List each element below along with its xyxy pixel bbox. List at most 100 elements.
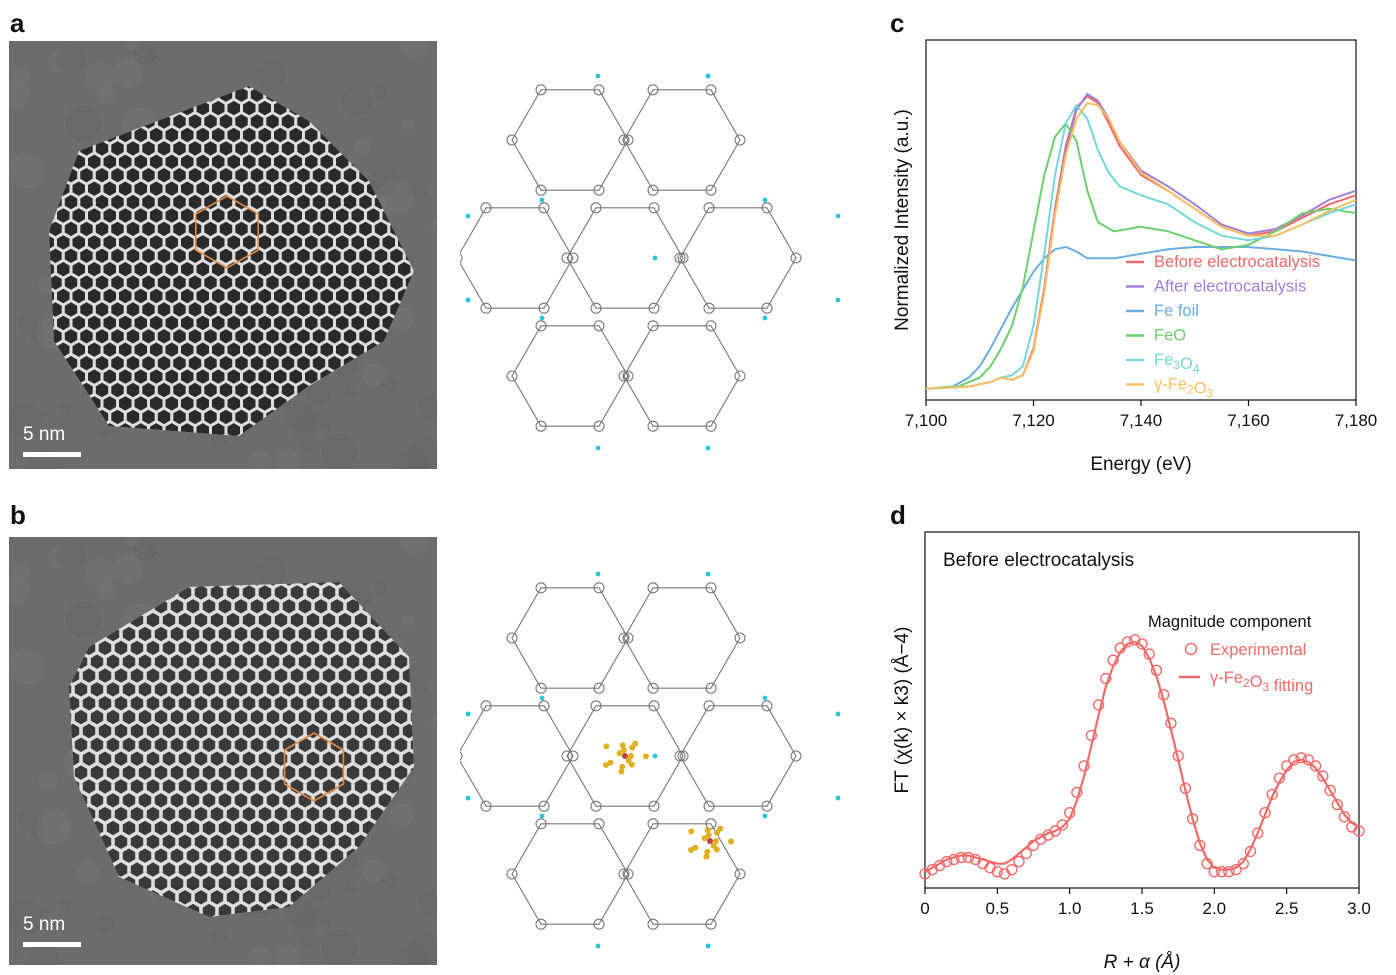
tem-pore xyxy=(234,848,248,863)
metal-node xyxy=(835,213,841,219)
tem-pore xyxy=(234,654,248,669)
tem-pore xyxy=(103,181,116,196)
tem-pore xyxy=(281,275,295,290)
metal-node xyxy=(465,297,471,303)
tem-pore xyxy=(266,114,279,129)
tem-pore xyxy=(242,890,256,905)
tem-pore xyxy=(354,640,368,656)
tem-noise xyxy=(59,403,71,415)
tem-pore xyxy=(386,640,400,656)
tem-pore xyxy=(320,262,333,277)
guest-atom xyxy=(713,838,719,844)
linker-ring xyxy=(535,84,547,96)
tem-pore xyxy=(178,779,192,794)
tem-pore xyxy=(210,862,224,877)
tem-pore xyxy=(258,834,272,849)
tem-pore xyxy=(72,181,85,196)
tem-pore xyxy=(49,221,62,237)
tem-noise xyxy=(430,715,437,727)
experimental-point xyxy=(1353,825,1365,837)
tem-pore xyxy=(330,599,344,614)
tem-pore xyxy=(119,181,132,196)
tem-pore xyxy=(173,275,186,290)
tem-pore xyxy=(111,302,124,317)
linker-ring xyxy=(705,918,717,930)
tem-noise xyxy=(19,311,43,335)
tem-pore xyxy=(274,127,287,143)
guest-atom xyxy=(705,832,712,839)
tem-pore xyxy=(227,208,240,223)
tem-noise xyxy=(9,576,29,606)
tem-pore xyxy=(204,275,217,290)
tem-pore xyxy=(226,890,240,905)
experimental-point xyxy=(1179,782,1192,794)
pore-ring xyxy=(511,325,629,427)
tem-pore xyxy=(146,668,160,683)
tem-pore xyxy=(170,793,184,808)
chart-xanes: 7,100 7,120 7,140 7,160 7,180 Energy (eV) Norm… xyxy=(892,39,1377,475)
metal-node xyxy=(595,445,601,451)
tem-pore xyxy=(312,302,326,317)
tem-pore xyxy=(370,696,384,711)
tem-noise xyxy=(9,899,43,935)
tem-pore xyxy=(306,834,320,849)
tem-pore xyxy=(322,751,336,766)
tem-pore xyxy=(290,612,304,628)
tem-pore xyxy=(80,248,93,263)
tem-pore xyxy=(210,668,224,683)
tem-noise xyxy=(56,44,86,74)
metal-node xyxy=(539,197,545,203)
tem-pore xyxy=(320,342,333,357)
experimental-point xyxy=(1237,857,1249,870)
tem-pore xyxy=(314,626,328,642)
tem-pore xyxy=(88,181,101,196)
tem-pore xyxy=(266,302,279,317)
tem-pore xyxy=(290,723,304,739)
tem-noise xyxy=(19,807,43,831)
tem-pore xyxy=(281,221,295,237)
tem-pore xyxy=(274,696,288,711)
tem-pore xyxy=(298,848,312,863)
tem-pore xyxy=(274,585,288,600)
legend-label: Before electrocatalysis xyxy=(1154,253,1320,271)
tem-pore xyxy=(74,682,88,697)
tem-pore xyxy=(243,369,256,384)
tem-pore xyxy=(281,356,295,371)
x-tick-label: 3.0 xyxy=(1347,899,1371,918)
tem-pore xyxy=(154,765,168,780)
linker-ring xyxy=(480,202,492,214)
tem-pore xyxy=(289,288,302,304)
tem-pore xyxy=(181,154,194,169)
tem-pore xyxy=(266,737,280,752)
tem-pore xyxy=(202,654,216,669)
tem-pore xyxy=(306,751,320,766)
tem-pore xyxy=(290,862,304,877)
tem-pore xyxy=(194,640,208,656)
tem-pore xyxy=(394,682,408,697)
tem-pore xyxy=(202,599,216,614)
tem-pore xyxy=(95,356,109,371)
tem-pore xyxy=(138,682,152,697)
tem-pore xyxy=(82,696,96,711)
tem-pore xyxy=(386,751,400,766)
linker-ring xyxy=(506,370,518,382)
tem-pore xyxy=(266,168,279,183)
tem-pore xyxy=(194,751,208,766)
tem-pore xyxy=(306,862,320,877)
tem-pore xyxy=(289,235,302,250)
tem-pore xyxy=(194,890,208,905)
tem-noise xyxy=(382,374,400,392)
tem-pore xyxy=(88,262,101,277)
tem-noise xyxy=(113,58,143,88)
tem-pore xyxy=(274,806,288,822)
tem-pore xyxy=(320,154,333,169)
tem-pore xyxy=(305,127,318,143)
tem-pore xyxy=(234,765,248,780)
tem-pore xyxy=(154,737,168,752)
tem-pore xyxy=(114,779,128,794)
tem-pore xyxy=(227,100,240,116)
experimental-point xyxy=(1309,760,1322,772)
tem-pore xyxy=(305,288,318,304)
tem-pore xyxy=(351,262,364,277)
tem-pore xyxy=(49,248,62,263)
